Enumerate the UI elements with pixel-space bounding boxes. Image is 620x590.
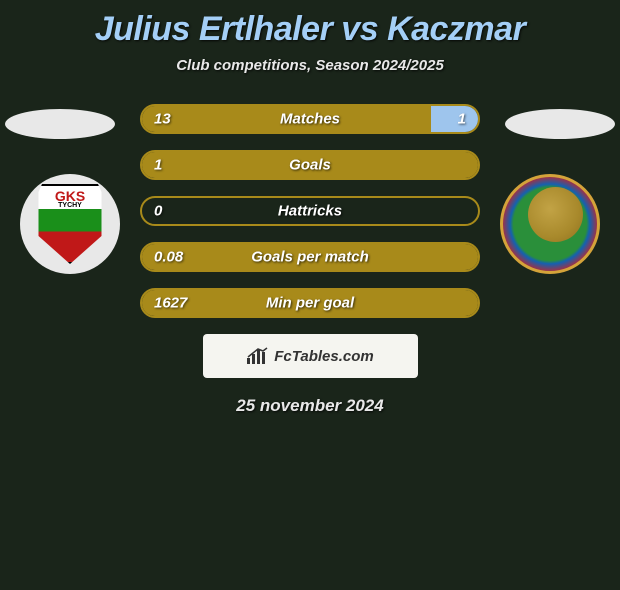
gks-shield-icon: GKS TYCHY <box>35 184 105 264</box>
stat-row-goals: 1 Goals <box>140 150 480 180</box>
stat-row-hattricks: 0 Hattricks <box>140 196 480 226</box>
club-logo-right <box>500 174 600 274</box>
stat-label: Matches <box>280 111 340 128</box>
banner-text: FcTables.com <box>274 348 373 365</box>
stat-label: Goals per match <box>251 249 369 266</box>
bar-fill-right <box>431 106 478 132</box>
stat-left-value: 13 <box>154 111 171 128</box>
subtitle: Club competitions, Season 2024/2025 <box>0 57 620 74</box>
stat-label: Goals <box>289 157 331 174</box>
stat-row-matches: 13 Matches 1 <box>140 104 480 134</box>
fctables-banner[interactable]: FcTables.com <box>203 334 418 378</box>
date-text: 25 november 2024 <box>0 396 620 416</box>
player2-name: Kaczmar <box>387 10 525 48</box>
stats-bars: 13 Matches 1 1 Goals 0 Hattricks 0.08 Go… <box>140 104 480 318</box>
stat-label: Min per goal <box>266 295 354 312</box>
stat-left-value: 1 <box>154 157 162 174</box>
stat-left-value: 0 <box>154 203 162 220</box>
player2-ellipse <box>505 109 615 139</box>
player1-name: Julius Ertlhaler <box>95 10 333 48</box>
stat-row-gpm: 0.08 Goals per match <box>140 242 480 272</box>
bar-chart-icon <box>246 347 268 365</box>
lion-icon <box>528 187 583 242</box>
gks-shield-sub: TYCHY <box>58 202 82 209</box>
player1-ellipse <box>5 109 115 139</box>
stat-right-value: 1 <box>458 111 466 128</box>
content-area: GKS TYCHY 13 Matches 1 1 Goals 0 Hattric… <box>0 104 620 416</box>
comparison-title: Julius Ertlhaler vs Kaczmar <box>0 10 620 49</box>
stat-label: Hattricks <box>278 203 342 220</box>
stat-left-value: 0.08 <box>154 249 183 266</box>
stat-row-mpg: 1627 Min per goal <box>140 288 480 318</box>
vs-text: vs <box>341 10 378 48</box>
club-logo-left: GKS TYCHY <box>20 174 120 274</box>
stat-left-value: 1627 <box>154 295 187 312</box>
